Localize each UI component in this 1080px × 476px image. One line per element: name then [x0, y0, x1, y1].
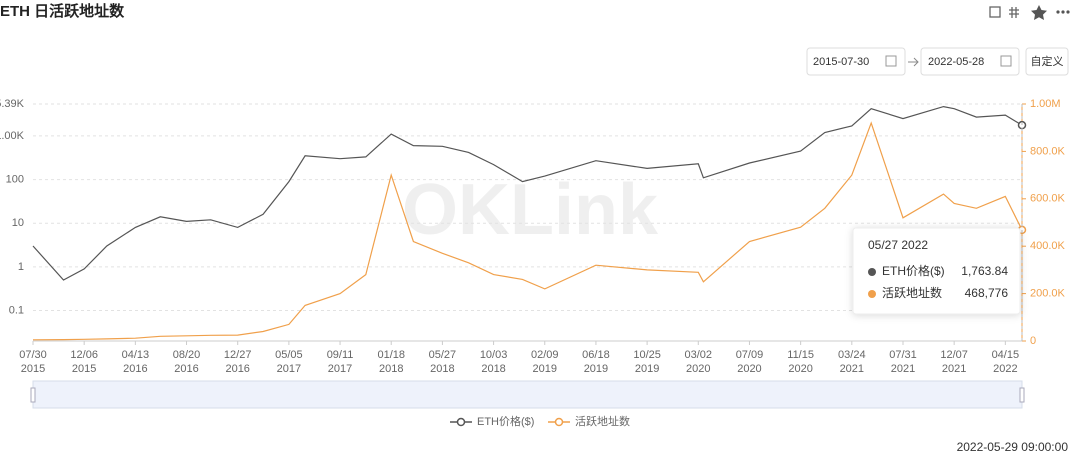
end-date-input[interactable] — [920, 47, 1020, 76]
x-tick-label: 02/09 — [531, 349, 559, 361]
x-tick-label: 2020 — [737, 363, 761, 375]
slider-handle[interactable] — [1019, 387, 1025, 403]
tooltip-value: 468,776 — [965, 286, 1009, 300]
x-tick-label: 2018 — [481, 363, 505, 375]
edit-icon[interactable] — [989, 6, 1001, 18]
x-tick-label: 2016 — [174, 363, 198, 375]
calendar-icon — [1000, 55, 1012, 67]
y2-tick-label: 600.0K — [1030, 193, 1066, 205]
x-tick-label: 07/31 — [889, 349, 917, 361]
tooltip-dot — [868, 290, 876, 298]
slider-handle[interactable] — [30, 387, 36, 403]
star-icon[interactable] — [1031, 5, 1047, 20]
custom-button-label: 自定义 — [1031, 54, 1064, 68]
x-tick-label: 2021 — [840, 363, 864, 375]
x-tick-label: 2021 — [942, 363, 966, 375]
toolbar[interactable] — [989, 5, 1070, 20]
y-tick-label: 1.00K — [0, 130, 25, 142]
x-tick-label: 2015 — [21, 363, 45, 375]
y2-tick-label: 800.0K — [1030, 145, 1066, 157]
legend-label: 活跃地址数 — [575, 414, 630, 428]
y-tick-label: 100 — [6, 173, 24, 185]
arrow — [908, 57, 919, 67]
x-tick-label: 07/09 — [736, 349, 764, 361]
x-tick-label: 2019 — [635, 363, 659, 375]
legend-marker — [554, 417, 564, 427]
x-tick-label: 2021 — [891, 363, 915, 375]
x-tick-label: 2016 — [225, 363, 249, 375]
tooltip-name: 活跃地址数 — [882, 285, 942, 300]
tooltip-value: 1,763.84 — [961, 264, 1008, 278]
x-tick-label: 09/11 — [327, 349, 354, 361]
x-tick-label: 2019 — [584, 363, 608, 375]
x-tick-label: 2015 — [72, 363, 96, 375]
legend-marker — [456, 417, 466, 427]
footer-time: 2022-05-29 09:00:00 — [957, 440, 1069, 454]
series-line — [32, 121, 1023, 341]
x-tick-label: 07/30 — [19, 349, 47, 361]
x-tick-label: 2020 — [686, 363, 710, 375]
watermark: OKLink — [402, 170, 659, 250]
x-tick-label: 2017 — [277, 363, 301, 375]
y-tick-label: 5.39K — [0, 98, 25, 110]
x-tick-label: 2020 — [788, 363, 812, 375]
tooltip-dot — [868, 268, 876, 276]
y2-tick-label: 400.0K — [1030, 240, 1066, 252]
x-tick-label: 05/05 — [275, 349, 303, 361]
x-tick-label: 2018 — [379, 363, 403, 375]
page-title: ETH 日活跃地址数 — [0, 2, 125, 20]
x-tick-label: 2017 — [328, 363, 352, 375]
y2-tick-label: 0 — [1030, 335, 1036, 347]
y2-tick-label: 1.00M — [1030, 98, 1061, 110]
tooltip-box — [852, 227, 1021, 315]
y-tick-label: 1 — [18, 261, 24, 273]
calendar-icon — [885, 55, 897, 67]
x-tick-label: 10/25 — [633, 349, 661, 361]
x-tick-label: 08/20 — [173, 349, 201, 361]
x-tick-label: 03/24 — [838, 349, 866, 361]
x-tick-label: 2022 — [993, 363, 1017, 375]
legend-label: ETH价格($) — [477, 414, 534, 428]
start-date-input[interactable] — [806, 47, 906, 76]
x-tick-label: 2019 — [533, 363, 557, 375]
x-tick-label: 12/06 — [70, 349, 98, 361]
x-tick-label: 03/02 — [685, 349, 713, 361]
x-tick-label: 06/18 — [582, 349, 610, 361]
x-tick-label: 04/15 — [992, 349, 1020, 361]
y-tick-label: 0.1 — [9, 304, 24, 316]
more-icon[interactable] — [1056, 10, 1070, 14]
tooltip-title: 05/27 2022 — [868, 238, 928, 252]
x-tick-label: 11/15 — [787, 349, 814, 361]
custom-button[interactable] — [1025, 47, 1069, 76]
y-tick-label: 10 — [12, 217, 24, 229]
y2-tick-label: 200.0K — [1030, 288, 1066, 300]
x-tick-label: 05/27 — [429, 349, 457, 361]
x-tick-label: 2018 — [430, 363, 454, 375]
x-tick-label: 2016 — [123, 363, 147, 375]
compare-icon[interactable] — [1009, 7, 1019, 18]
start-date: 2015-07-30 — [813, 56, 869, 68]
zoom-slider[interactable] — [32, 380, 1023, 409]
x-tick-label: 04/13 — [122, 349, 150, 361]
series-line — [32, 105, 1023, 281]
tooltip-name: ETH价格($) — [882, 263, 945, 278]
end-date: 2022-05-28 — [928, 56, 984, 68]
x-tick-label: 10/03 — [480, 349, 508, 361]
x-tick-label: 12/27 — [224, 349, 252, 361]
x-tick-label: 12/07 — [940, 349, 968, 361]
x-tick-label: 01/18 — [377, 349, 405, 361]
